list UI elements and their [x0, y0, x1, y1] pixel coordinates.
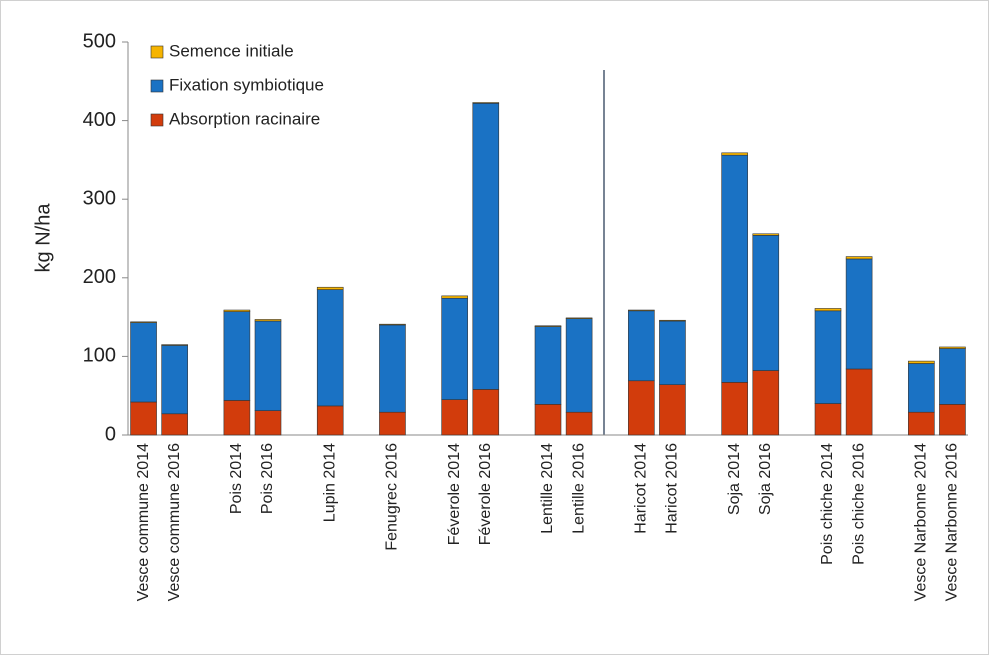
bar-segment — [161, 345, 188, 415]
legend-swatch — [150, 79, 164, 93]
x-tick-label: Pois chiche 2014 — [819, 443, 836, 565]
bar-segment — [659, 319, 686, 322]
bar-segment — [379, 323, 406, 326]
bar-segment — [161, 413, 188, 436]
bar-segment — [628, 380, 655, 436]
bar-segment — [939, 404, 966, 436]
bar-segment — [441, 297, 468, 400]
bar-segment — [130, 401, 157, 436]
bar-segment — [845, 256, 873, 260]
bar-segment — [534, 325, 562, 327]
bar-segment — [223, 311, 251, 401]
x-tick-label: Soja 2014 — [726, 443, 743, 515]
bar-segment — [628, 309, 655, 312]
bar-segment — [441, 399, 468, 436]
y-tick-label: 0 — [105, 423, 116, 445]
y-tick-label: 500 — [83, 30, 116, 52]
bar-segment — [130, 322, 157, 403]
x-tick-label: Pois chiche 2016 — [850, 443, 867, 565]
x-tick-label: Vesce Narbonne 2016 — [944, 443, 961, 601]
bar-segment — [814, 403, 842, 436]
bar-segment — [379, 411, 406, 436]
legend-swatch — [150, 45, 164, 59]
bar-segment — [939, 348, 966, 405]
legend-label: Absorption racinaire — [169, 109, 320, 128]
bar-segment — [752, 235, 780, 371]
bar-segment — [254, 320, 282, 411]
bar-segment — [565, 411, 593, 436]
y-tick-label: 300 — [83, 187, 116, 209]
bar-segment — [316, 405, 344, 436]
legend-swatch — [150, 113, 164, 127]
bar-segment — [254, 410, 282, 436]
bar-segment — [752, 370, 780, 436]
bar-segment — [814, 308, 842, 312]
bar-segment — [379, 324, 406, 413]
y-tick-label: 400 — [83, 109, 116, 131]
x-tick-label: Vesce Narbonne 2014 — [913, 443, 930, 601]
bar-segment — [721, 382, 748, 436]
bar-segment — [472, 103, 500, 390]
bar-segment — [223, 400, 251, 436]
bar-segment — [441, 295, 468, 299]
bar-segment — [534, 404, 562, 436]
bar-segment — [254, 319, 282, 322]
x-tick-label: Vesce commune 2014 — [135, 443, 152, 601]
y-tick-label: 200 — [83, 266, 116, 288]
bar-segment — [908, 363, 935, 413]
bar-segment — [721, 152, 748, 156]
x-tick-label: Féverole 2014 — [446, 443, 463, 545]
bar-segment — [659, 320, 686, 385]
legend-label: Fixation symbiotique — [169, 75, 324, 94]
x-tick-label: Lentille 2016 — [570, 443, 587, 534]
x-tick-label: Vesce commune 2016 — [166, 443, 183, 601]
legend-label: Semence initiale — [169, 41, 294, 60]
bar-segment — [534, 326, 562, 405]
bar-segment — [316, 286, 344, 290]
x-tick-label: Pois 2016 — [259, 443, 276, 514]
bar-segment — [565, 317, 593, 319]
bar-segment — [908, 360, 935, 364]
bar-segment — [939, 346, 966, 349]
x-tick-label: Haricot 2016 — [664, 443, 681, 534]
x-tick-label: Haricot 2014 — [633, 443, 650, 534]
bar-segment — [130, 321, 157, 323]
bar-segment — [908, 411, 935, 436]
y-axis-label: kg N/ha — [32, 203, 54, 273]
x-tick-label: Féverole 2016 — [477, 443, 494, 545]
x-tick-label: Fenugrec 2016 — [384, 443, 401, 551]
bar-segment — [161, 344, 188, 346]
bar-segment — [316, 289, 344, 407]
bar-segment — [752, 233, 780, 236]
bar-segment — [223, 309, 251, 312]
bar-segment — [845, 368, 873, 436]
bar-segment — [628, 310, 655, 382]
bar-segment — [845, 258, 873, 370]
x-tick-label: Lentille 2014 — [539, 443, 556, 534]
bar-segment — [814, 310, 842, 404]
bar-segment — [472, 389, 500, 436]
bar-segment — [659, 384, 686, 436]
bar-segment — [565, 318, 593, 413]
bar-segment — [721, 154, 748, 383]
x-tick-label: Lupin 2014 — [321, 443, 338, 522]
y-tick-label: 100 — [83, 345, 116, 367]
x-tick-label: Soja 2016 — [757, 443, 774, 515]
bar-segment — [472, 102, 500, 104]
x-tick-label: Pois 2014 — [228, 443, 245, 514]
